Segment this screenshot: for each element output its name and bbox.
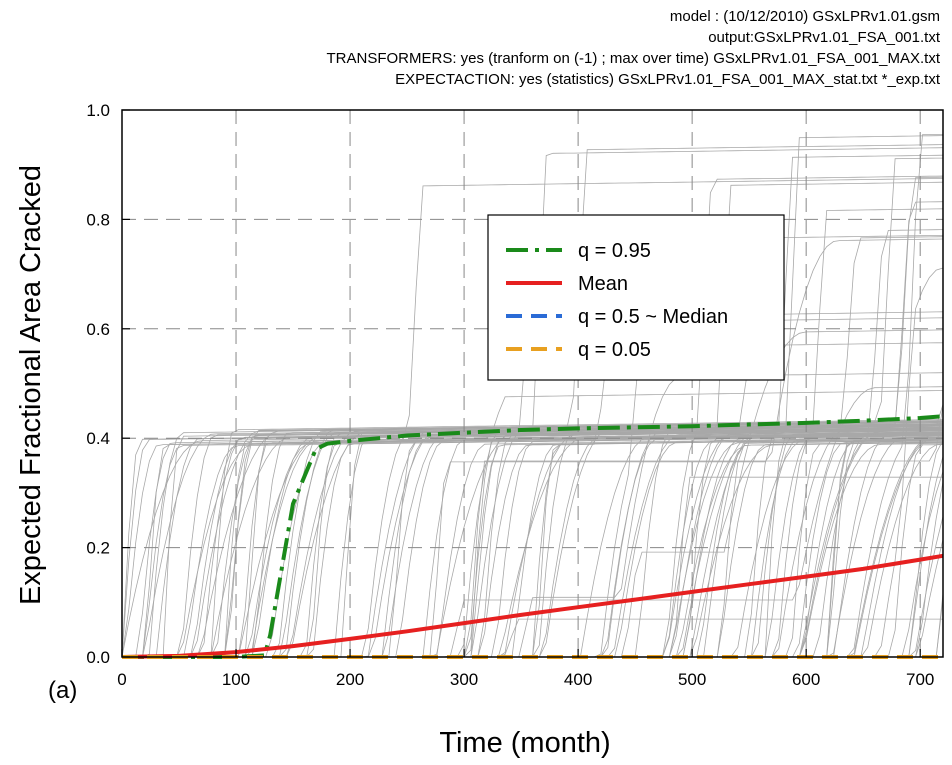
legend-label: Mean <box>578 273 628 295</box>
realization-curve <box>122 432 944 658</box>
legend-box <box>487 214 785 381</box>
y-tick-label: 0.4 <box>86 429 110 448</box>
series-line-0 <box>122 414 944 659</box>
realization-curve <box>122 421 944 658</box>
x-tick-label: 200 <box>336 670 364 689</box>
series-lines <box>121 414 944 659</box>
legend-label: q = 0.05 <box>578 339 651 361</box>
series-line-1 <box>121 553 944 659</box>
y-axis-title: Expected Fractional Area Cracked <box>15 165 47 605</box>
realization-curve <box>122 421 944 658</box>
legend-label: q = 0.5 ~ Median <box>578 306 728 328</box>
realization-curve <box>122 431 944 658</box>
realization-curve <box>122 422 944 658</box>
x-tick-label: 0 <box>117 670 126 689</box>
legend-label: q = 0.95 <box>578 240 651 262</box>
header-output: output:GSxLPRv1.01_FSA_001.txt <box>708 29 940 46</box>
realization-curve <box>122 434 944 658</box>
x-tick-label: 400 <box>564 670 592 689</box>
realization-curve <box>122 471 944 658</box>
y-tick-label: 0.0 <box>86 648 110 667</box>
y-tick-label: 1.0 <box>86 101 110 120</box>
realization-curve <box>122 432 944 658</box>
x-tick-label: 100 <box>222 670 250 689</box>
realization-curve <box>122 134 944 658</box>
realization-curve <box>122 420 944 658</box>
realization-curve <box>122 420 944 658</box>
realization-curves <box>121 134 944 658</box>
axis-ticks: 0 100 200 300 400 500 600 700 0.0 0.2 0.4 0.6 0.8 1.0 <box>86 101 934 689</box>
header-expectaction: EXPECTACTION: yes (statistics) GSxLPRv1.… <box>395 71 940 88</box>
x-axis-title: Time (month) <box>439 727 610 759</box>
y-tick-label: 0.6 <box>86 320 110 339</box>
realization-curve <box>122 432 944 658</box>
realization-curve <box>122 420 944 658</box>
realization-curve <box>122 432 944 658</box>
x-tick-label: 700 <box>906 670 934 689</box>
header-transformers: TRANSFORMERS: yes (tranform on (-1) ; ma… <box>326 50 940 67</box>
legend: q = 0.95 Mean q = 0.5 ~ Median q = 0.05 <box>487 214 785 381</box>
x-tick-label: 600 <box>792 670 820 689</box>
realization-curve <box>122 432 944 658</box>
header-model: model : (10/12/2010) GSxLPRv1.01.gsm <box>669 8 940 25</box>
x-tick-label: 300 <box>450 670 478 689</box>
panel-label: (a) <box>48 677 77 704</box>
plot-frame <box>121 109 944 658</box>
y-tick-label: 0.8 <box>86 210 110 229</box>
x-tick-label: 500 <box>678 670 706 689</box>
y-tick-label: 0.2 <box>86 539 110 558</box>
